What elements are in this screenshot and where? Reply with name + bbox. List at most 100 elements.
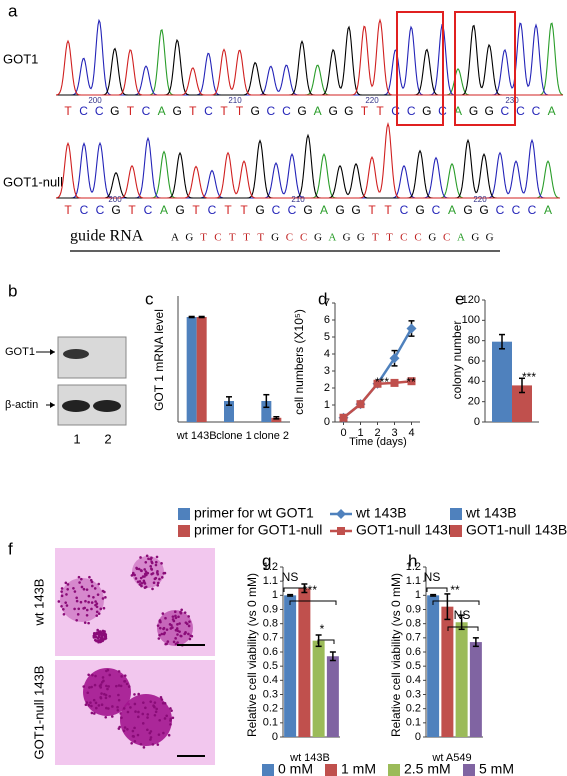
cell	[75, 599, 79, 603]
cell	[117, 684, 121, 687]
guide-letter: A	[171, 232, 179, 244]
bar	[455, 622, 468, 737]
legend-label: wt 143B	[465, 505, 517, 521]
cell	[94, 600, 97, 603]
cell	[57, 600, 61, 603]
base-letter: G	[335, 203, 344, 217]
cell	[151, 587, 154, 591]
cell	[146, 728, 149, 732]
panel-label: e	[455, 289, 464, 308]
base-letter: C	[144, 203, 153, 217]
cell	[90, 685, 93, 689]
panel-label: c	[145, 289, 154, 308]
x-axis-title: Time (days)	[349, 436, 407, 448]
cell	[126, 727, 129, 731]
cell	[170, 709, 173, 712]
cell	[97, 704, 101, 707]
cell	[75, 596, 78, 600]
cell	[139, 576, 143, 580]
cell	[187, 615, 190, 618]
cell	[139, 742, 143, 746]
cell	[115, 684, 118, 688]
cell	[161, 612, 165, 615]
arrow-head	[50, 349, 55, 355]
cell	[140, 581, 144, 585]
y-tick-label: 0.9	[406, 603, 421, 615]
x-axis-title: wt 143B	[289, 752, 330, 764]
colony	[120, 694, 172, 746]
cell	[65, 593, 68, 596]
cell	[183, 611, 187, 614]
cell	[102, 606, 106, 610]
legend-label: primer for GOT1-null	[194, 522, 322, 538]
cell	[64, 601, 67, 604]
base-letter: A	[320, 203, 328, 217]
cell	[153, 713, 157, 717]
cell	[142, 581, 146, 584]
base-letter: G	[251, 104, 260, 118]
cell	[60, 590, 63, 593]
cell	[149, 564, 153, 568]
base-letter: G	[422, 104, 431, 118]
base-letter: T	[240, 203, 248, 217]
cell	[157, 637, 161, 640]
cell	[92, 698, 96, 702]
cell	[96, 628, 99, 632]
cell	[95, 614, 99, 617]
y-tick-label: 1	[415, 589, 421, 601]
base-letter: G	[469, 104, 478, 118]
cell	[178, 622, 181, 625]
bar	[441, 606, 454, 737]
y-axis-title: colony number	[450, 321, 464, 400]
cell	[106, 687, 109, 691]
cell	[95, 639, 99, 642]
y-tick-label: 2	[324, 382, 330, 394]
guide-letter: C	[300, 232, 307, 244]
cell	[88, 575, 91, 579]
y-tick-label: 1	[272, 589, 278, 601]
cell	[135, 567, 139, 571]
row-name: GOT1-null	[3, 174, 63, 189]
legend-label: 2.5 mM	[404, 761, 451, 776]
guide-letter: A	[457, 232, 465, 244]
y-tick-label: 100	[462, 314, 480, 326]
legend-swatch	[178, 508, 190, 520]
cell	[95, 605, 99, 609]
y-tick-label: 0.5	[263, 660, 278, 672]
cell	[154, 560, 158, 564]
legend-label: 5 mM	[479, 761, 514, 776]
cell	[60, 587, 64, 590]
cell	[179, 611, 183, 615]
cell	[64, 581, 68, 585]
highlight-box	[454, 11, 516, 126]
cell	[127, 685, 131, 688]
legend-marker	[337, 527, 345, 535]
base-letter: T	[64, 104, 72, 118]
y-tick-label: 0.6	[263, 646, 278, 658]
cell	[136, 733, 140, 737]
cell	[91, 584, 94, 588]
y-tick-label: 0.6	[406, 646, 421, 658]
guide-name: guide RNA	[70, 228, 144, 245]
cell	[131, 734, 135, 738]
guide-letter: G	[471, 232, 479, 244]
cell	[166, 640, 170, 643]
cell	[103, 637, 106, 641]
guide-letter: T	[372, 232, 379, 244]
cell	[125, 682, 129, 686]
cell	[160, 562, 163, 565]
cell	[146, 716, 149, 719]
cell	[156, 584, 160, 587]
cell	[117, 698, 121, 702]
colony	[60, 578, 104, 622]
base-letter: C	[282, 104, 291, 118]
x-tick-label: 3	[391, 427, 397, 439]
legend-label: wt 143B	[355, 505, 407, 521]
cell	[66, 583, 70, 586]
y-tick-label: 0.8	[263, 618, 278, 630]
cell	[99, 696, 102, 699]
series-line	[342, 327, 413, 419]
cell	[187, 624, 191, 628]
annotation: NS	[282, 570, 299, 584]
